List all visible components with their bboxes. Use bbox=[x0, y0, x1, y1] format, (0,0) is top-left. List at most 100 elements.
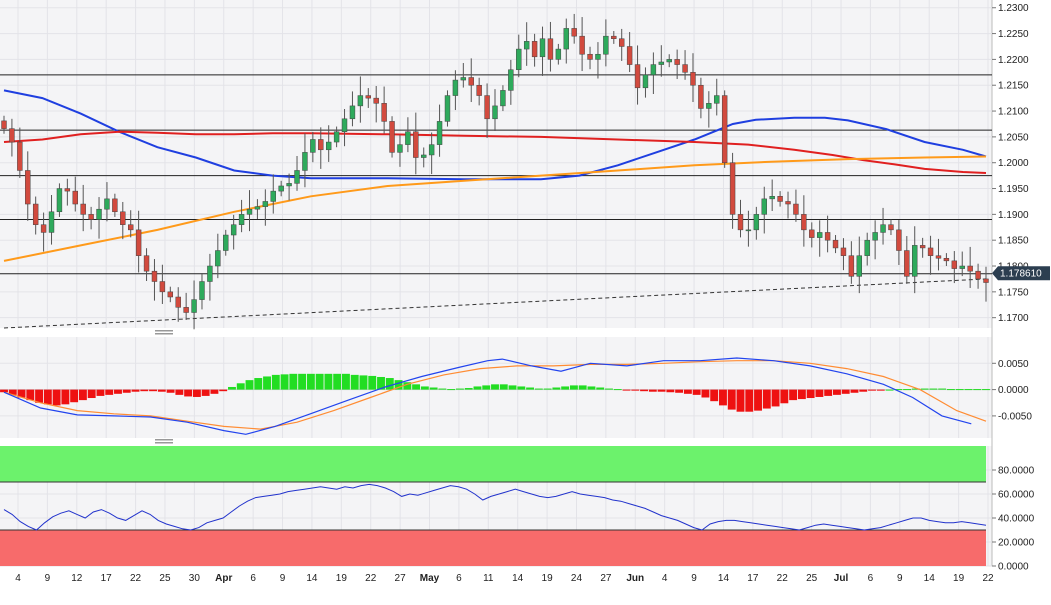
candle-body bbox=[310, 139, 316, 153]
bullish-candle bbox=[96, 197, 102, 239]
macd-histogram-bar bbox=[701, 389, 710, 398]
bullish-candle bbox=[270, 174, 276, 214]
candle-body bbox=[175, 296, 181, 308]
pane-splitter-2[interactable] bbox=[155, 439, 173, 444]
macd-histogram-bar bbox=[254, 378, 263, 390]
candle-body bbox=[286, 183, 292, 187]
price-pane-bg bbox=[0, 0, 992, 328]
macd-histogram-bar bbox=[569, 385, 578, 390]
macd-histogram-bar bbox=[149, 389, 157, 392]
candle-body bbox=[349, 105, 356, 120]
bullish-candle bbox=[658, 45, 665, 77]
candle-body bbox=[246, 208, 253, 215]
rsi-axis-label: 40.0000 bbox=[998, 514, 1035, 525]
bullish-candle bbox=[508, 59, 514, 105]
date-axis-label: 11 bbox=[483, 573, 494, 584]
price-axis-label: 1.2250 bbox=[998, 29, 1029, 40]
macd-histogram-bar bbox=[561, 386, 570, 390]
candle-body bbox=[824, 232, 831, 241]
candlesticks bbox=[1, 13, 989, 330]
macd-histogram-bar bbox=[578, 385, 587, 390]
rsi-axis-label: 60.0000 bbox=[998, 490, 1035, 501]
bearish-candle bbox=[785, 191, 791, 219]
candle-body bbox=[1, 120, 7, 129]
axes: 1.2300 1.2250 1.2200 1.2150 1.2100 1.2050 1.20… bbox=[15, 3, 1034, 584]
price-axis-label: 1.2050 bbox=[998, 132, 1029, 143]
price-axis-label: 1.2200 bbox=[998, 55, 1029, 66]
candle-body bbox=[381, 103, 387, 122]
candle-body bbox=[262, 201, 269, 207]
macd-histogram-bar bbox=[228, 386, 236, 390]
candle-body bbox=[120, 211, 126, 225]
macd-histogram-bar bbox=[622, 389, 631, 391]
candle-body bbox=[682, 64, 688, 73]
macd-histogram-bar bbox=[175, 389, 184, 395]
rsi-indicator bbox=[3, 483, 987, 531]
macd-histogram-bar bbox=[447, 389, 456, 391]
candle-body bbox=[856, 255, 862, 277]
candle-body bbox=[943, 258, 950, 262]
candle-body bbox=[207, 265, 213, 282]
bullish-candle bbox=[215, 233, 221, 279]
date-axis-label: 27 bbox=[600, 573, 612, 584]
candle-body bbox=[460, 77, 467, 81]
macd-histogram-bar bbox=[263, 376, 271, 390]
bearish-candle bbox=[25, 151, 31, 221]
date-axis-label: 27 bbox=[395, 573, 407, 584]
macd-histogram-bar bbox=[78, 389, 87, 401]
macd-histogram-bar bbox=[806, 389, 815, 399]
macd-histogram-bar bbox=[289, 373, 298, 390]
candle-body bbox=[888, 224, 894, 231]
bearish-candle bbox=[896, 220, 902, 265]
bullish-candle bbox=[444, 90, 451, 127]
macd-histogram-bar bbox=[868, 389, 876, 391]
pane-splitter-1[interactable] bbox=[155, 330, 173, 335]
bullish-candle bbox=[523, 22, 530, 66]
candle-body bbox=[270, 190, 276, 202]
bearish-candle bbox=[571, 13, 577, 44]
bullish-candle bbox=[761, 186, 767, 234]
bearish-candle bbox=[983, 266, 989, 302]
bullish-candle bbox=[199, 274, 205, 310]
macd-signal-line bbox=[3, 360, 987, 430]
macd-histogram-bar bbox=[719, 389, 727, 406]
candle-body bbox=[183, 307, 189, 313]
bullish-candle bbox=[769, 179, 775, 212]
bearish-candle bbox=[72, 176, 78, 212]
candle-body bbox=[215, 250, 221, 267]
macd-histogram-bar bbox=[596, 387, 605, 390]
macd-histogram-bar bbox=[982, 389, 990, 391]
price-axis-label: 1.2000 bbox=[998, 158, 1029, 169]
candle-body bbox=[967, 265, 973, 272]
bullish-candle bbox=[286, 173, 292, 201]
bearish-candle bbox=[413, 112, 419, 175]
bearish-candle bbox=[587, 46, 593, 70]
candle-body bbox=[436, 121, 443, 145]
bullish-candle bbox=[912, 226, 918, 294]
candle-body bbox=[872, 232, 878, 241]
bullish-candle bbox=[397, 134, 403, 167]
macd-histogram-bar bbox=[833, 389, 841, 395]
candle-body bbox=[690, 72, 696, 86]
bearish-candle bbox=[64, 178, 71, 206]
bearish-candle bbox=[32, 196, 39, 235]
candle-body bbox=[587, 53, 593, 60]
candle-body bbox=[72, 190, 78, 205]
bearish-candle bbox=[120, 201, 126, 240]
candle-body bbox=[777, 196, 783, 202]
bullish-candle bbox=[104, 182, 110, 222]
candle-body bbox=[476, 84, 482, 96]
macd-main-line bbox=[3, 357, 972, 435]
macd-histogram-bar bbox=[499, 384, 508, 390]
date-axis-label: 4 bbox=[662, 573, 668, 584]
candle-body bbox=[579, 35, 585, 55]
macd-histogram-bar bbox=[236, 383, 245, 390]
macd-histogram-bar bbox=[797, 389, 806, 400]
bullish-candle bbox=[302, 133, 308, 188]
candle-body bbox=[159, 281, 166, 293]
candle-body bbox=[48, 211, 55, 233]
date-axis-label: 25 bbox=[806, 573, 818, 584]
candle-body bbox=[32, 203, 39, 225]
macd-histogram-bar bbox=[315, 373, 324, 390]
candle-body bbox=[294, 170, 300, 184]
